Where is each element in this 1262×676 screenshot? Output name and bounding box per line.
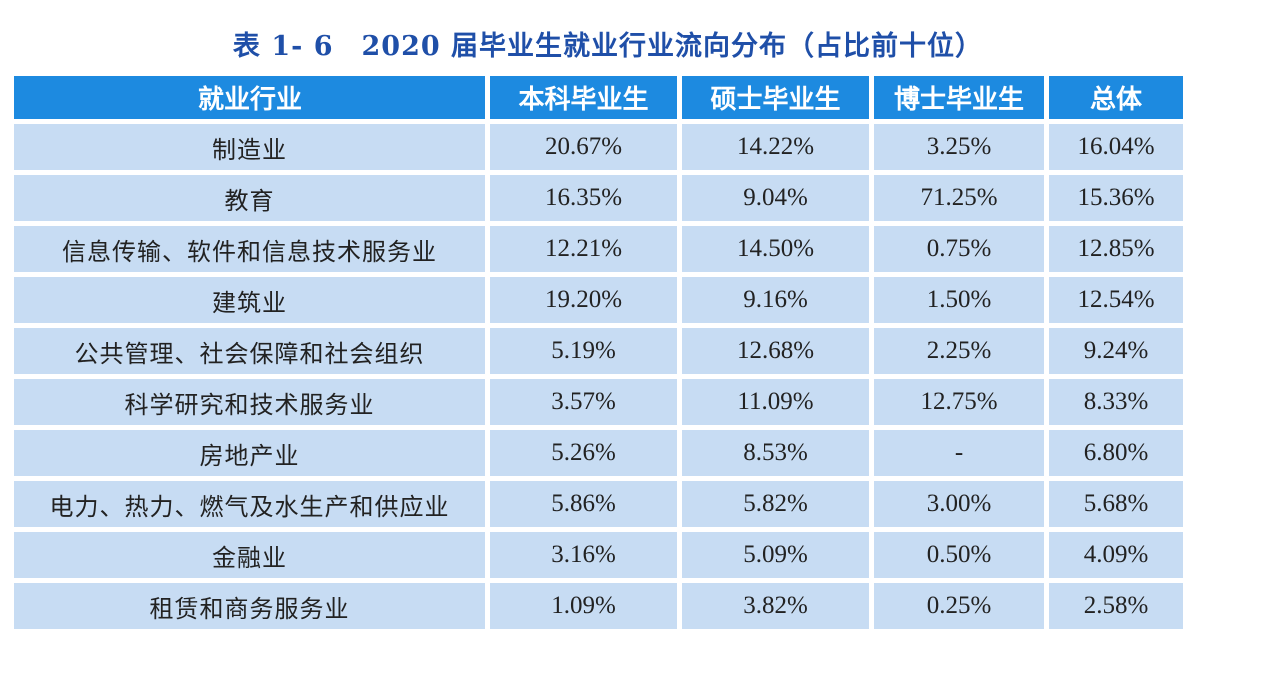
master-cell: 5.09%	[682, 532, 869, 578]
doctor-cell: 0.25%	[874, 583, 1044, 629]
master-cell: 3.82%	[682, 583, 869, 629]
doctor-cell: 3.25%	[874, 124, 1044, 170]
doctor-cell: 2.25%	[874, 328, 1044, 374]
master-cell: 8.53%	[682, 430, 869, 476]
header-industry: 就业行业	[14, 76, 485, 119]
master-cell: 14.22%	[682, 124, 869, 170]
overall-cell: 12.85%	[1049, 226, 1183, 272]
master-cell: 9.04%	[682, 175, 869, 221]
overall-cell: 6.80%	[1049, 430, 1183, 476]
undergraduate-cell: 5.26%	[490, 430, 677, 476]
overall-cell: 15.36%	[1049, 175, 1183, 221]
header-master: 硕士毕业生	[682, 76, 869, 119]
industry-cell: 房地产业	[14, 430, 485, 476]
table-row: 租赁和商务服务业 1.09% 3.82% 0.25% 2.58%	[14, 583, 1183, 629]
overall-cell: 2.58%	[1049, 583, 1183, 629]
overall-cell: 16.04%	[1049, 124, 1183, 170]
industry-cell: 科学研究和技术服务业	[14, 379, 485, 425]
industry-cell: 建筑业	[14, 277, 485, 323]
table-row: 公共管理、社会保障和社会组织 5.19% 12.68% 2.25% 9.24%	[14, 328, 1183, 374]
doctor-cell: 0.50%	[874, 532, 1044, 578]
industry-cell: 租赁和商务服务业	[14, 583, 485, 629]
table-row: 信息传输、软件和信息技术服务业 12.21% 14.50% 0.75% 12.8…	[14, 226, 1183, 272]
employment-industry-table: 就业行业 本科毕业生 硕士毕业生 博士毕业生 总体 制造业 20.67% 14.…	[9, 71, 1188, 634]
table-number: 表 1- 6	[232, 31, 334, 62]
industry-cell: 电力、热力、燃气及水生产和供应业	[14, 481, 485, 527]
master-cell: 5.82%	[682, 481, 869, 527]
table-title: 表 1- 6 2020 届毕业生就业行业流向分布（占比前十位）	[0, 24, 1216, 63]
overall-cell: 5.68%	[1049, 481, 1183, 527]
undergraduate-cell: 3.16%	[490, 532, 677, 578]
doctor-cell: -	[874, 430, 1044, 476]
industry-cell: 公共管理、社会保障和社会组织	[14, 328, 485, 374]
header-overall: 总体	[1049, 76, 1183, 119]
doctor-cell: 12.75%	[874, 379, 1044, 425]
master-cell: 12.68%	[682, 328, 869, 374]
table-row: 制造业 20.67% 14.22% 3.25% 16.04%	[14, 124, 1183, 170]
undergraduate-cell: 5.86%	[490, 481, 677, 527]
undergraduate-cell: 12.21%	[490, 226, 677, 272]
overall-cell: 8.33%	[1049, 379, 1183, 425]
doctor-cell: 0.75%	[874, 226, 1044, 272]
undergraduate-cell: 19.20%	[490, 277, 677, 323]
doctor-cell: 1.50%	[874, 277, 1044, 323]
industry-cell: 制造业	[14, 124, 485, 170]
undergraduate-cell: 16.35%	[490, 175, 677, 221]
master-cell: 9.16%	[682, 277, 869, 323]
overall-cell: 4.09%	[1049, 532, 1183, 578]
table-row: 教育 16.35% 9.04% 71.25% 15.36%	[14, 175, 1183, 221]
undergraduate-cell: 1.09%	[490, 583, 677, 629]
table-row: 科学研究和技术服务业 3.57% 11.09% 12.75% 8.33%	[14, 379, 1183, 425]
header-doctor: 博士毕业生	[874, 76, 1044, 119]
header-row: 就业行业 本科毕业生 硕士毕业生 博士毕业生 总体	[14, 76, 1183, 119]
undergraduate-cell: 20.67%	[490, 124, 677, 170]
table-caption: 2020 届毕业生就业行业流向分布（占比前十位）	[361, 31, 984, 62]
table-row: 电力、热力、燃气及水生产和供应业 5.86% 5.82% 3.00% 5.68%	[14, 481, 1183, 527]
master-cell: 14.50%	[682, 226, 869, 272]
table-row: 房地产业 5.26% 8.53% - 6.80%	[14, 430, 1183, 476]
overall-cell: 9.24%	[1049, 328, 1183, 374]
undergraduate-cell: 3.57%	[490, 379, 677, 425]
header-undergraduate: 本科毕业生	[490, 76, 677, 119]
industry-cell: 金融业	[14, 532, 485, 578]
table-row: 金融业 3.16% 5.09% 0.50% 4.09%	[14, 532, 1183, 578]
doctor-cell: 71.25%	[874, 175, 1044, 221]
overall-cell: 12.54%	[1049, 277, 1183, 323]
doctor-cell: 3.00%	[874, 481, 1044, 527]
industry-cell: 信息传输、软件和信息技术服务业	[14, 226, 485, 272]
industry-cell: 教育	[14, 175, 485, 221]
master-cell: 11.09%	[682, 379, 869, 425]
table-row: 建筑业 19.20% 9.16% 1.50% 12.54%	[14, 277, 1183, 323]
undergraduate-cell: 5.19%	[490, 328, 677, 374]
